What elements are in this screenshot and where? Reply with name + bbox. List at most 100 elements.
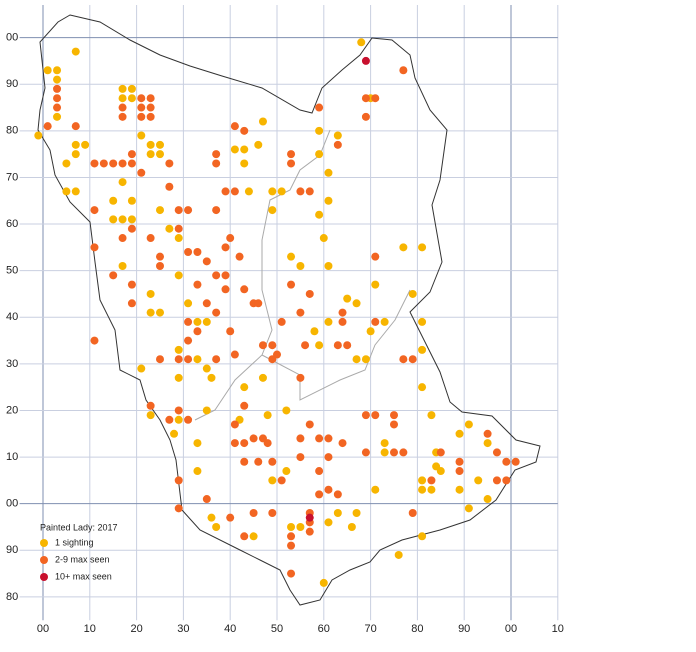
record-dot [146, 308, 155, 317]
record-dot [408, 355, 417, 364]
record-dot [483, 439, 492, 448]
record-dot [174, 504, 183, 513]
record-dot [221, 271, 230, 280]
record-dot [212, 206, 221, 215]
record-dot [81, 140, 90, 149]
record-dot [502, 457, 511, 466]
record-dot [324, 518, 333, 527]
record-dot [137, 112, 146, 121]
record-dot [184, 415, 193, 424]
record-dot [296, 522, 305, 531]
x-tick-label: 70 [364, 623, 376, 635]
record-dot [53, 94, 62, 103]
grid [19, 5, 559, 621]
record-dot [483, 495, 492, 504]
record-dot [282, 406, 291, 415]
record-dot [207, 373, 216, 382]
record-dot [324, 453, 333, 462]
record-dot [230, 187, 239, 196]
record-dot [156, 206, 164, 215]
record-dot [324, 434, 333, 443]
record-dot [324, 317, 333, 326]
record-dot [226, 513, 235, 522]
record-dot [230, 420, 239, 429]
record-dot [310, 327, 319, 336]
record-dot [240, 383, 249, 392]
record-dot [287, 522, 296, 531]
record-dot [296, 261, 305, 270]
record-dot [71, 187, 80, 196]
x-tick-label: 90 [458, 623, 470, 635]
record-dot [240, 145, 249, 154]
record-dot [230, 122, 239, 131]
y-tick-label: 50 [6, 265, 18, 277]
record-dot [156, 308, 164, 317]
x-tick-label: 00 [505, 623, 517, 635]
record-dot [492, 476, 501, 485]
record-dot [146, 411, 155, 420]
record-dot [165, 224, 174, 233]
record-dot [90, 206, 99, 215]
record-dot [156, 355, 164, 364]
record-dot [193, 317, 202, 326]
record-dot [315, 341, 324, 350]
record-dot [146, 150, 155, 159]
record-dot [193, 280, 202, 289]
record-dot [230, 350, 239, 359]
y-tick-label: 80 [6, 591, 18, 603]
record-dot [226, 234, 235, 243]
record-dot [174, 355, 183, 364]
record-dot [282, 467, 291, 476]
record-dot [109, 196, 118, 205]
record-dot [258, 373, 267, 382]
x-tick-label: 60 [318, 623, 330, 635]
record-dot [418, 485, 427, 494]
record-dot [333, 131, 342, 140]
legend-swatch [40, 539, 48, 547]
legend-title: Painted Lady: 2017 [40, 522, 118, 532]
record-dot [118, 159, 127, 168]
record-dot [109, 215, 118, 224]
record-dot [305, 289, 314, 298]
record-dot [146, 234, 155, 243]
record-dot [427, 476, 436, 485]
record-dot [127, 280, 136, 289]
record-dot [390, 411, 398, 420]
record-dot [380, 448, 389, 457]
record-dot [90, 243, 99, 252]
record-dot [436, 448, 445, 457]
record-dot [165, 415, 174, 424]
record-dot [174, 271, 183, 280]
record-dot [319, 234, 328, 243]
record-dot [202, 406, 211, 415]
record-dot [324, 485, 333, 494]
record-dot [127, 84, 136, 93]
record-dot [296, 187, 305, 196]
record-dot [394, 550, 403, 559]
legend-swatch [40, 556, 48, 564]
x-tick-label: 00 [37, 623, 49, 635]
record-dot [347, 522, 356, 531]
record-dot [333, 140, 342, 149]
record-dot [71, 140, 80, 149]
y-tick-label: 10 [6, 451, 18, 463]
record-dot [174, 373, 183, 382]
record-dot [352, 299, 361, 308]
record-dot [62, 159, 71, 168]
record-dot [174, 406, 183, 415]
record-dot [193, 327, 202, 336]
record-dot [268, 476, 277, 485]
record-dot [333, 490, 342, 499]
record-dot [361, 355, 370, 364]
record-dot [390, 420, 398, 429]
record-dot [301, 341, 310, 350]
record-dot [71, 150, 80, 159]
y-tick-label: 90 [6, 544, 18, 556]
record-dot [212, 150, 221, 159]
record-dot [268, 206, 277, 215]
record-dot [174, 234, 183, 243]
record-dot [212, 308, 221, 317]
record-dot [324, 168, 333, 177]
record-dot [156, 261, 164, 270]
y-tick-label: 20 [6, 404, 18, 416]
